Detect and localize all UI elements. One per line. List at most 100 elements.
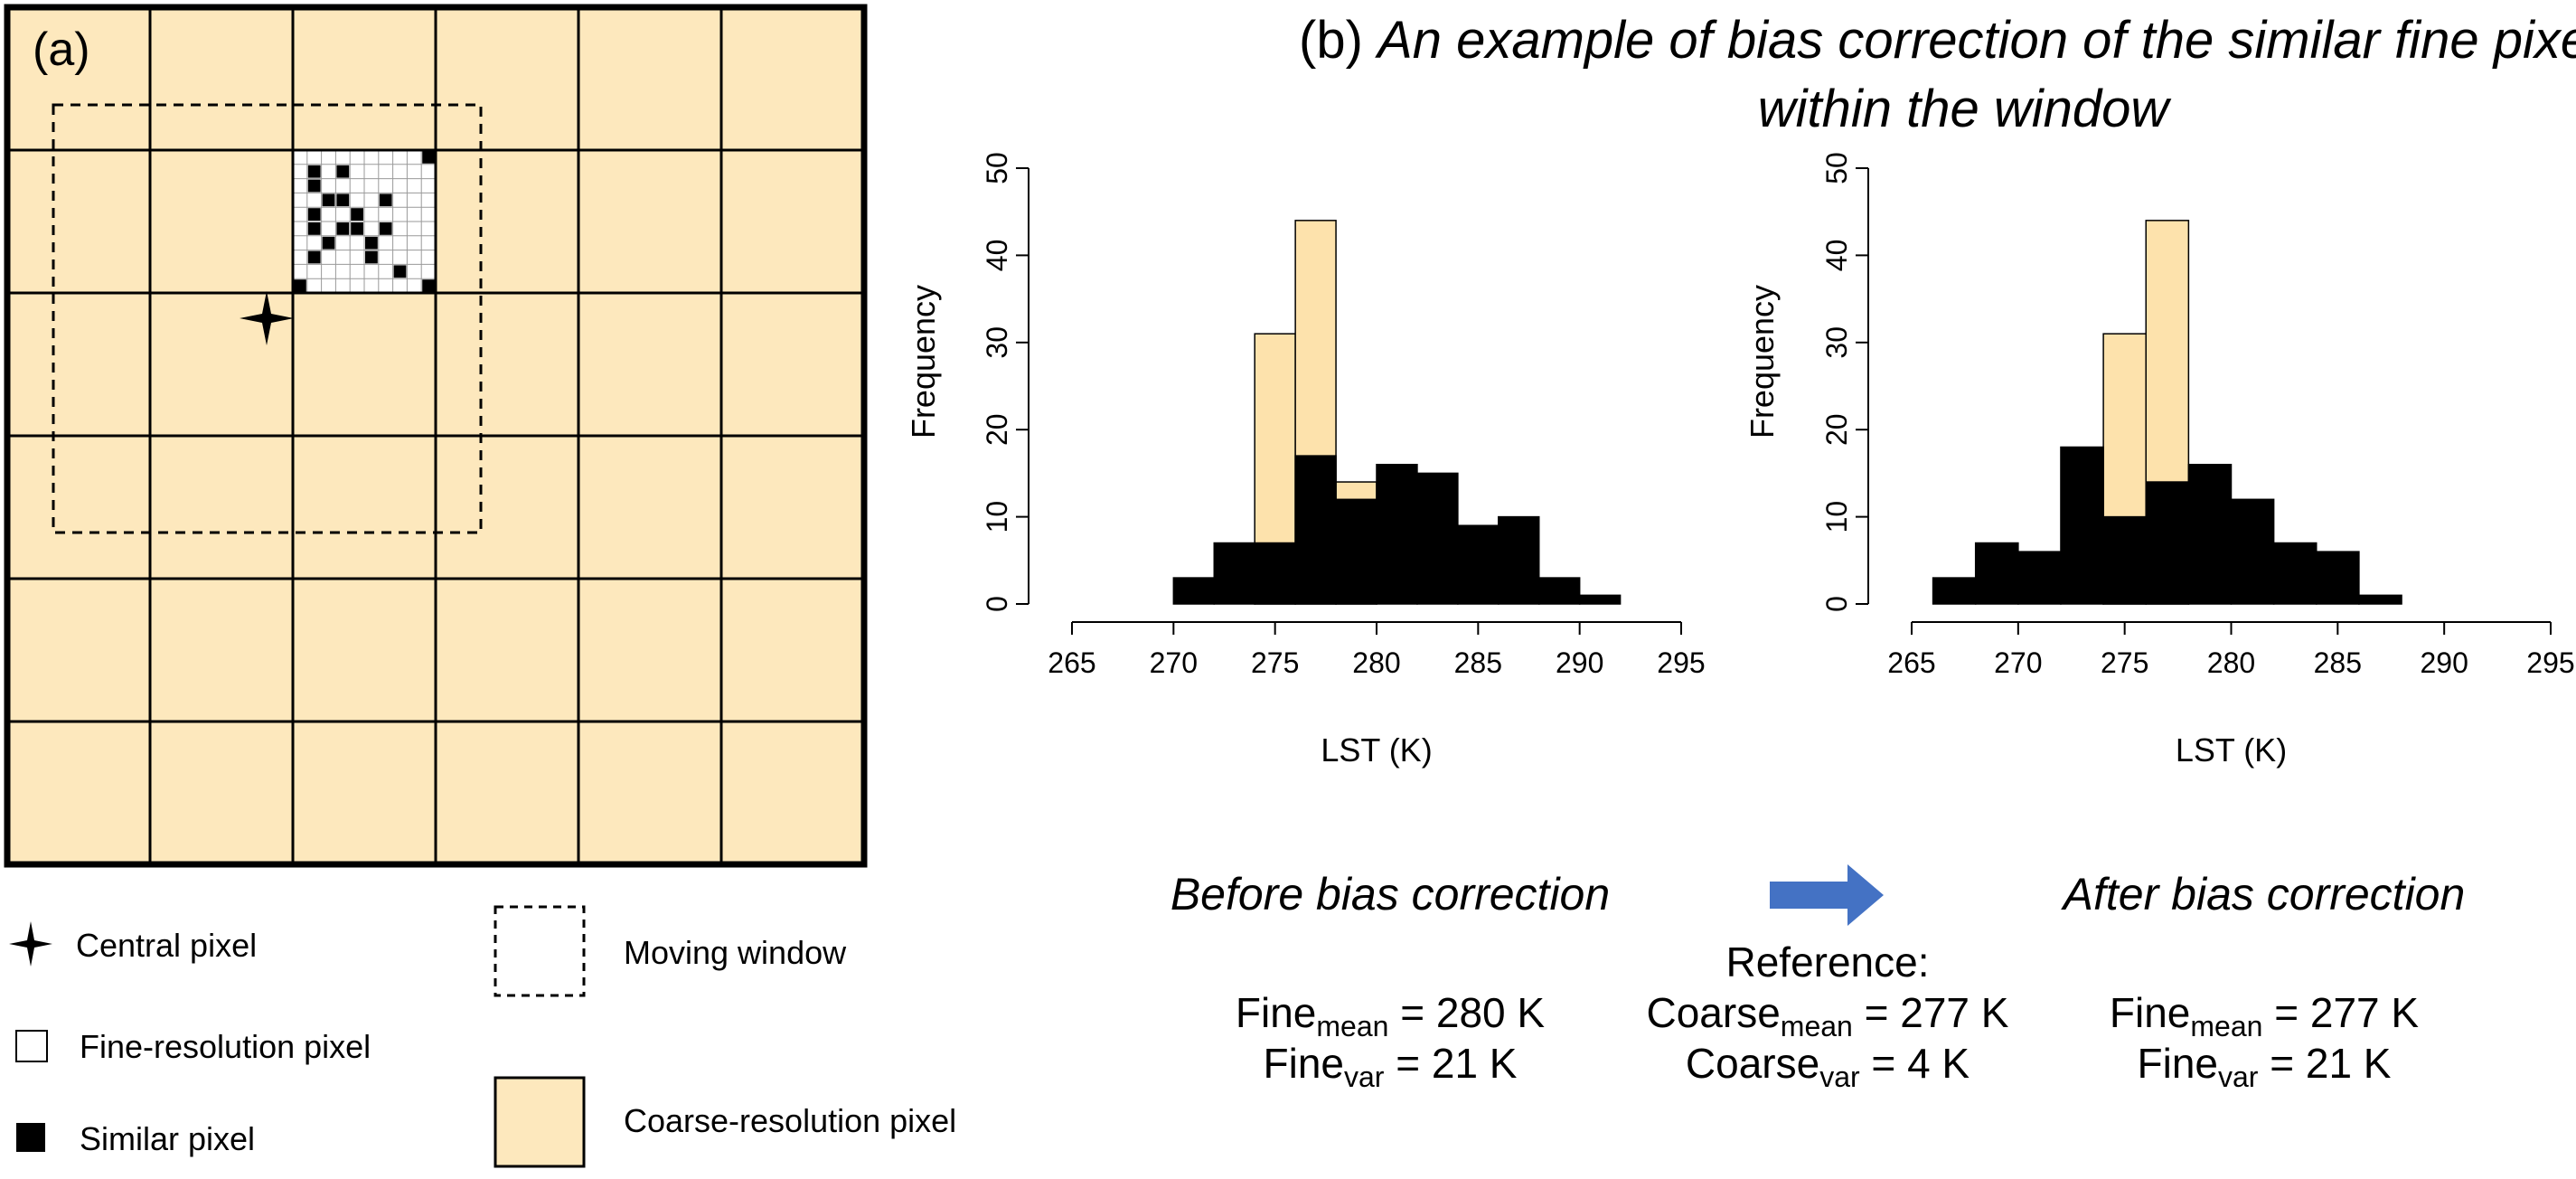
x-tick-label: 275 [2101,646,2148,679]
similar-pixel [351,208,363,221]
x-tick-label: 275 [1251,646,1299,679]
histogram-bar [1416,472,1459,605]
legend: Central pixel Fine-resolution pixel Simi… [9,905,956,1168]
x-tick-label: 265 [1887,646,1935,679]
x-tick-label: 290 [2420,646,2468,679]
similar-pixel [322,193,335,207]
before-var-stat: Finevar = 21 K [1264,1040,1518,1093]
y-tick-label: 0 [1820,596,1853,612]
histogram-bar [1213,542,1255,605]
similar-pixel [336,222,350,235]
panel-b-title-line1: (b) An example of bias correction of the… [1299,11,2576,70]
histogram-bar [2060,446,2104,605]
histogram-bar [2145,481,2190,605]
histogram-bar [2358,594,2402,605]
histogram-bar [1932,577,1977,605]
similar-pixel [351,222,363,235]
histogram-bar [1254,542,1296,605]
histogram-bar [1974,542,2019,605]
bias-correction-summary: Before bias correction After bias correc… [1170,864,2466,1093]
panel-a: (a) [4,4,868,868]
after-var-stat: Finevar = 21 K [2138,1040,2392,1093]
y-tick-label: 30 [1820,326,1853,359]
y-tick-label: 50 [1820,152,1853,184]
similar-pixel [336,193,350,207]
y-tick-label: 40 [1820,240,1853,272]
y-tick-label: 50 [981,152,1013,184]
legend-fine-pixel-swatch [15,1030,48,1062]
x-tick-label: 270 [1994,646,2042,679]
panel-b-title: (b) An example of bias correction of the… [1299,11,2576,138]
after-mean-stat: Finemean = 277 K [2110,989,2419,1042]
panel-a-label: (a) [33,24,90,76]
x-tick-label: 285 [2314,646,2362,679]
coarse-grid-lines [7,7,864,864]
similar-pixel [322,236,335,250]
fine-resolution-block [291,148,437,295]
reference-label: Reference: [1725,938,1929,986]
y-tick-label: 20 [981,413,1013,446]
histogram-bar [1335,498,1377,605]
similar-pixel [422,279,435,292]
y-tick-label: 10 [1820,501,1853,533]
y-tick-label: 30 [981,326,1013,359]
similar-pixel [379,222,392,235]
fine-block-border [291,148,437,295]
legend-central-pixel-label: Central pixel [76,927,257,964]
histogram-bar [1457,524,1500,605]
histogram-bar [1498,515,1540,605]
similar-pixel [307,222,321,235]
y-axis-label: Frequency [1744,285,1781,439]
x-tick-label: 280 [2207,646,2255,679]
x-tick-label: 270 [1150,646,1198,679]
similar-pixel [307,208,321,221]
histogram-bar [1537,577,1581,605]
legend-fine-pixel-label: Fine-resolution pixel [80,1028,371,1065]
histogram-before: 265 270 275 280 285 290 295 LST (K) 0 10 20 30 40 50 F… [905,152,1706,769]
x-tick-label: 290 [1556,646,1603,679]
legend-star-icon [9,921,52,967]
x-axis-label: LST (K) [2176,731,2287,769]
panel-b-title-text: An example of bias correction of the sim… [1375,11,2576,70]
x-axis-label: LST (K) [1321,731,1432,769]
histogram-bar [2187,464,2233,605]
legend-moving-window-swatch [494,905,586,997]
histogram-bar [2230,498,2275,605]
central-pixel-star-icon [240,291,294,345]
histogram-bar [2272,542,2317,605]
before-correction-label: Before bias correction [1170,869,1610,920]
x-tick-label: 295 [1657,646,1705,679]
panel-b-title-line2: within the window [1758,80,2172,138]
similar-pixel [307,179,321,193]
legend-similar-pixel-label: Similar pixel [80,1120,255,1157]
legend-moving-window-label: Moving window [624,934,847,971]
similar-pixel [422,151,435,164]
arrow-right-icon [1770,864,1884,926]
similar-pixel [365,250,378,264]
reference-var-stat: Coarsevar = 4 K [1686,1040,1970,1093]
moving-window [52,103,483,534]
after-correction-label: After bias correction [2061,869,2466,920]
x-tick-label: 295 [2526,646,2574,679]
similar-pixel [307,165,321,178]
before-mean-stat: Finemean = 280 K [1236,989,1545,1042]
histogram-bar [1294,455,1337,605]
similar-pixel [307,250,321,264]
histogram-bar [2102,515,2147,605]
histogram-bar [2316,551,2360,605]
histogram-after: 265 270 275 280 285 290 295 LST (K) 0 10 20 30 40 50 F… [1744,152,2575,769]
x-tick-label: 265 [1048,646,1095,679]
histogram-bar [1376,464,1418,605]
x-tick-label: 280 [1352,646,1400,679]
reference-mean-stat: Coarsemean = 277 K [1647,989,2009,1042]
similar-pixel [365,236,378,250]
legend-coarse-pixel-label: Coarse-resolution pixel [624,1102,956,1139]
similar-pixel [379,193,392,207]
x-tick-label: 285 [1454,646,1502,679]
y-tick-label: 40 [981,240,1013,272]
histogram-bar [1172,577,1216,605]
histogram-bar [1578,594,1622,605]
y-tick-label: 0 [981,596,1013,612]
legend-coarse-pixel-swatch [494,1076,586,1168]
